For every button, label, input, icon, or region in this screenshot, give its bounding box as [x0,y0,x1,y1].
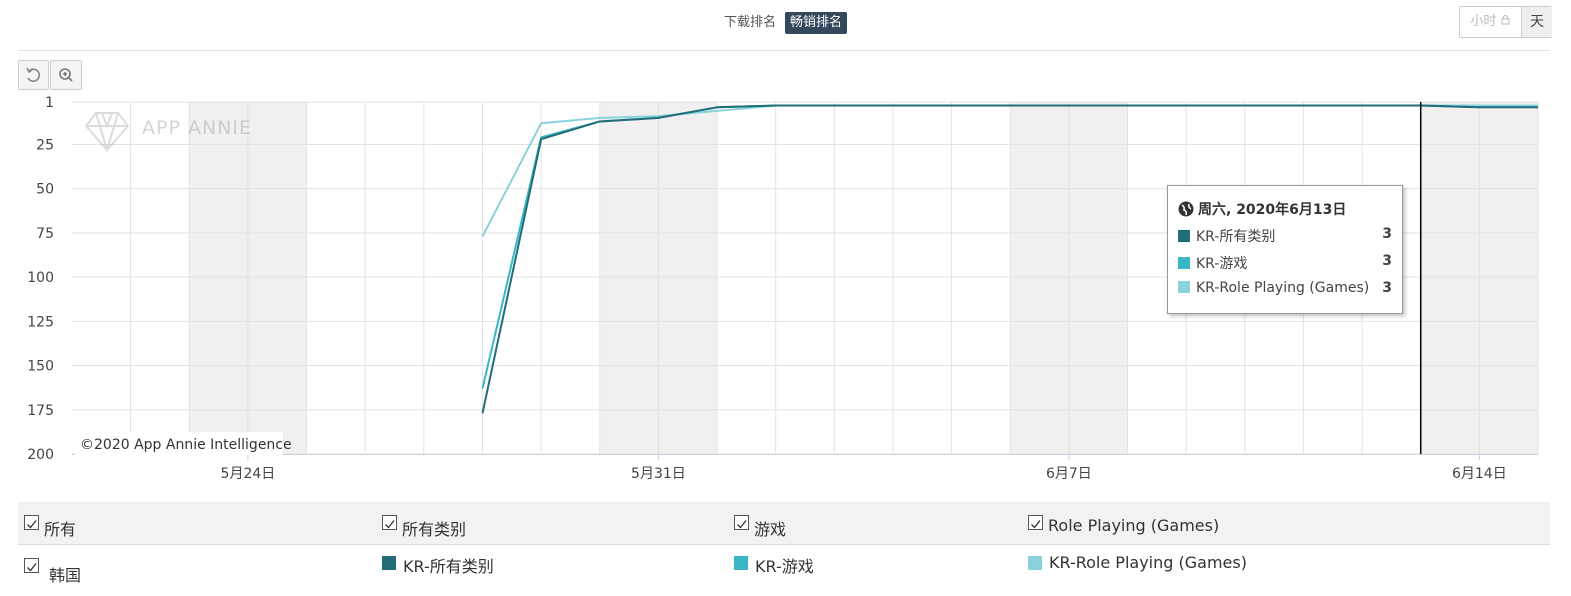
tooltip-series-name: KR-所有类别 [1196,229,1276,245]
check-mark [27,520,37,529]
watermark-logo [84,112,130,154]
tooltip-row: KR-所有类别 3 [1178,226,1392,246]
lock-icon [1501,15,1510,25]
separator [18,50,1550,51]
y-tick-label: 100 [27,270,54,286]
y-tick-label: 200 [27,447,54,463]
y-tick-label: 125 [27,314,54,330]
country-label: 韩国 [49,566,82,585]
zoom-button[interactable] [50,60,82,90]
tooltip-value: 3 [1382,280,1392,296]
checkbox[interactable] [382,515,397,530]
watermark: APP ANNIE [84,112,252,154]
granularity-group: 小时 天 [1459,6,1552,38]
x-tick-label: 6月14日 [1452,466,1507,482]
legend-swatch [1028,556,1042,570]
legend-label[interactable]: KR-Role Playing (Games) [1049,553,1247,572]
filter-label: 所有类别 [402,520,467,539]
series-lines [481,102,1538,454]
tooltip-series-name: KR-游戏 [1196,256,1248,272]
tooltip-value: 3 [1382,253,1392,269]
globe-icon [1178,201,1194,217]
tooltip-swatch [1178,230,1190,242]
x-tick-label: 5月31日 [631,466,686,482]
y-tick-label: 25 [36,137,54,153]
checkbox[interactable] [734,515,749,530]
granularity-hour[interactable]: 小时 [1460,7,1520,37]
x-tick-label: 5月24日 [221,466,276,482]
legend-label[interactable]: KR-所有类别 [403,557,494,576]
filter-label: Role Playing (Games) [1048,516,1220,535]
filter-label: 所有 [44,520,77,539]
hour-label: 小时 [1470,14,1497,29]
check-mark [27,563,37,572]
legend-label[interactable]: KR-游戏 [755,557,814,576]
x-tick-label: 6月7日 [1046,466,1092,482]
tooltip-series-name: KR-Role Playing (Games) [1196,280,1370,296]
tooltip: 周六, 2020年6月13日 KR-所有类别 3 KR-游戏 3 KR-Role Pla… [1167,185,1403,314]
credit: ©2020 App Annie Intelligence [80,437,292,453]
filter-row [18,502,1550,545]
tooltip-row: KR-游戏 3 [1178,253,1392,273]
y-tick-label: 175 [27,403,54,419]
filter-label: 游戏 [754,520,787,539]
reset-icon [26,67,41,82]
tab-downloads[interactable]: 下载排名 [724,15,777,30]
checkbox[interactable] [1028,515,1043,530]
tooltip-title: 周六, 2020年6月13日 [1198,202,1347,218]
granularity-day[interactable]: 天 [1521,7,1552,37]
check-mark [737,520,747,529]
check-mark [1031,520,1041,529]
watermark-text: APP ANNIE [142,117,252,139]
y-tick-label: 75 [36,226,54,242]
check-mark [385,520,395,529]
legend-swatch [734,556,748,570]
y-tick-label: 1 [45,95,54,111]
checkbox[interactable] [24,515,39,530]
tooltip-swatch [1178,257,1190,269]
checkbox[interactable] [24,558,39,573]
tooltip-value: 3 [1382,226,1392,242]
legend-swatch [382,556,396,570]
series-line [481,104,1538,414]
tooltip-header: 周六, 2020年6月13日 [1178,199,1346,219]
y-tick-label: 50 [36,182,54,198]
reset-button[interactable] [18,60,49,90]
zoom-icon [59,68,73,82]
tab-grossing[interactable]: 畅销排名 [785,12,848,34]
credit-box [75,432,283,455]
tooltip-swatch [1178,281,1190,293]
tooltip-row: KR-Role Playing (Games) 3 [1178,280,1392,300]
y-tick-label: 150 [27,359,54,375]
